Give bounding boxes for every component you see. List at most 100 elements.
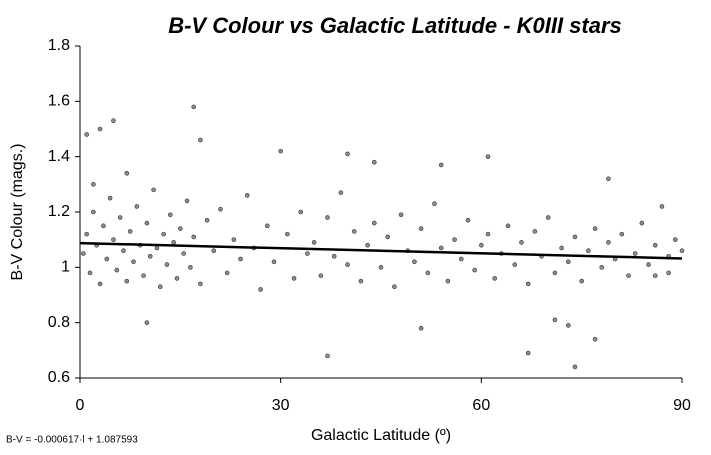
point — [144, 220, 150, 226]
point — [365, 242, 370, 248]
point — [545, 215, 551, 220]
x-tick-label: 0 — [76, 397, 85, 414]
point — [485, 154, 491, 159]
point — [626, 273, 631, 278]
point — [141, 273, 146, 278]
point — [606, 240, 611, 245]
point — [479, 242, 484, 248]
y-tick-label: 1 — [61, 259, 70, 276]
point — [91, 182, 96, 187]
point — [298, 209, 304, 215]
point — [632, 251, 638, 256]
x-tick-label: 60 — [472, 397, 490, 414]
point — [124, 278, 130, 284]
point — [412, 259, 417, 265]
point — [264, 223, 270, 229]
y-tick-label: 1.6 — [48, 93, 70, 110]
point — [184, 198, 190, 204]
point — [338, 190, 344, 195]
point — [418, 325, 424, 331]
point — [81, 251, 86, 256]
point — [114, 267, 120, 273]
point — [231, 237, 237, 242]
point — [117, 215, 123, 220]
point — [445, 278, 451, 284]
y-tick-label: 1.2 — [48, 203, 70, 220]
point — [565, 259, 571, 265]
point — [639, 220, 645, 226]
point — [679, 248, 685, 254]
point — [291, 276, 297, 281]
y-tick-label: 1.4 — [48, 148, 70, 165]
point — [345, 151, 350, 157]
point — [325, 215, 330, 220]
point — [606, 176, 611, 182]
point — [358, 278, 364, 284]
point — [91, 209, 96, 215]
point — [111, 237, 116, 242]
point — [84, 132, 89, 137]
point — [512, 262, 518, 267]
point — [572, 364, 578, 370]
point — [652, 273, 658, 278]
point — [425, 270, 431, 276]
point — [559, 245, 564, 251]
point — [525, 350, 531, 356]
point — [305, 251, 310, 256]
point — [134, 204, 140, 209]
x-tick-label: 90 — [673, 397, 691, 414]
point — [438, 162, 444, 168]
point — [104, 256, 110, 262]
point — [325, 353, 330, 359]
point — [198, 137, 203, 143]
point — [174, 276, 180, 281]
point — [188, 265, 193, 270]
point — [345, 262, 350, 267]
point — [579, 278, 584, 284]
trendline-equation: B-V = -0.000617·l + 1.087593 — [6, 435, 138, 446]
point — [171, 240, 176, 245]
point — [385, 234, 390, 240]
point — [331, 253, 337, 259]
point — [198, 281, 203, 287]
point — [666, 270, 671, 276]
point — [372, 220, 377, 226]
point — [565, 323, 571, 328]
point — [525, 281, 531, 287]
point — [211, 248, 217, 254]
point — [285, 231, 290, 237]
y-axis-label: B-V Colour (mags.) — [9, 144, 26, 281]
point — [532, 229, 538, 234]
x-axis-label: Galactic Latitude (º) — [311, 427, 451, 444]
x-tick-label: 30 — [272, 397, 290, 414]
point — [465, 218, 471, 223]
point — [101, 223, 106, 229]
point — [144, 320, 150, 325]
point — [124, 170, 130, 176]
point — [392, 284, 397, 290]
point — [127, 229, 133, 234]
y-tick-label: 0.8 — [48, 314, 70, 331]
point — [218, 206, 223, 212]
point — [472, 267, 477, 273]
point — [97, 126, 103, 132]
point — [485, 231, 491, 237]
trendline — [79, 241, 683, 260]
point — [586, 248, 591, 254]
point — [271, 259, 277, 265]
point — [418, 226, 424, 231]
point — [238, 256, 243, 262]
point — [178, 226, 183, 231]
point — [646, 262, 651, 267]
point — [378, 265, 384, 270]
point — [458, 256, 464, 262]
point — [673, 237, 678, 242]
point — [318, 273, 324, 278]
point — [161, 231, 166, 237]
point — [97, 281, 103, 287]
point — [505, 223, 511, 229]
point — [204, 218, 210, 223]
point — [599, 265, 605, 270]
point — [164, 262, 170, 267]
